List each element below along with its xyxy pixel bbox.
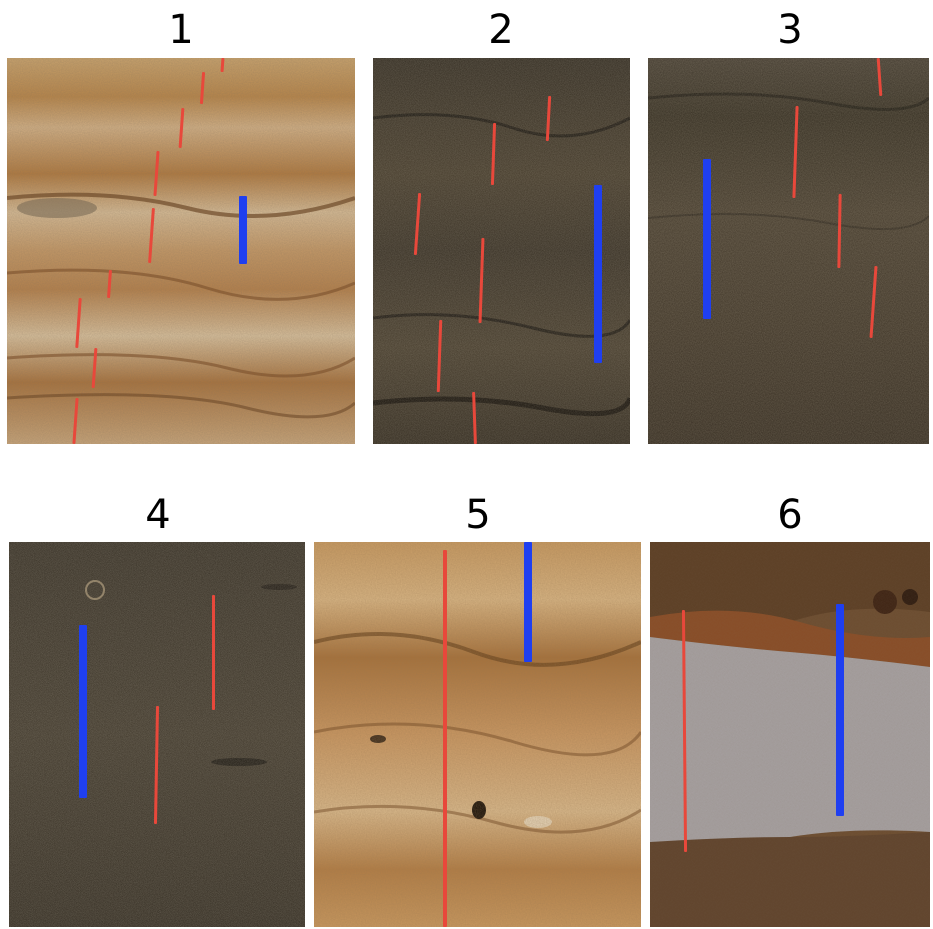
thin-section-image-4 [9,542,305,927]
thin-section-image-3 [648,58,929,444]
blue-marker [524,542,532,662]
thin-section-image-2 [373,58,630,444]
thin-section-image-5 [314,542,641,927]
panel-label-6: 6 [777,492,803,538]
panel-label-5: 5 [465,492,491,538]
thin-section-image-6 [650,542,930,927]
thin-section-texture-6 [650,542,930,927]
red-marker [212,595,215,710]
thin-section-texture-3 [648,58,929,444]
blue-marker [703,159,711,319]
blue-marker [836,604,844,816]
blue-marker [239,196,247,264]
panel-label-3: 3 [777,7,803,53]
blue-marker [79,625,87,798]
red-marker [443,550,447,927]
thin-section-texture-2 [373,58,630,444]
panel-label-2: 2 [488,7,514,53]
thin-section-texture-5 [314,542,641,927]
blue-marker [594,185,602,363]
panel-label-4: 4 [145,492,171,538]
thin-section-image-1 [7,58,355,444]
panel-label-1: 1 [168,7,194,53]
